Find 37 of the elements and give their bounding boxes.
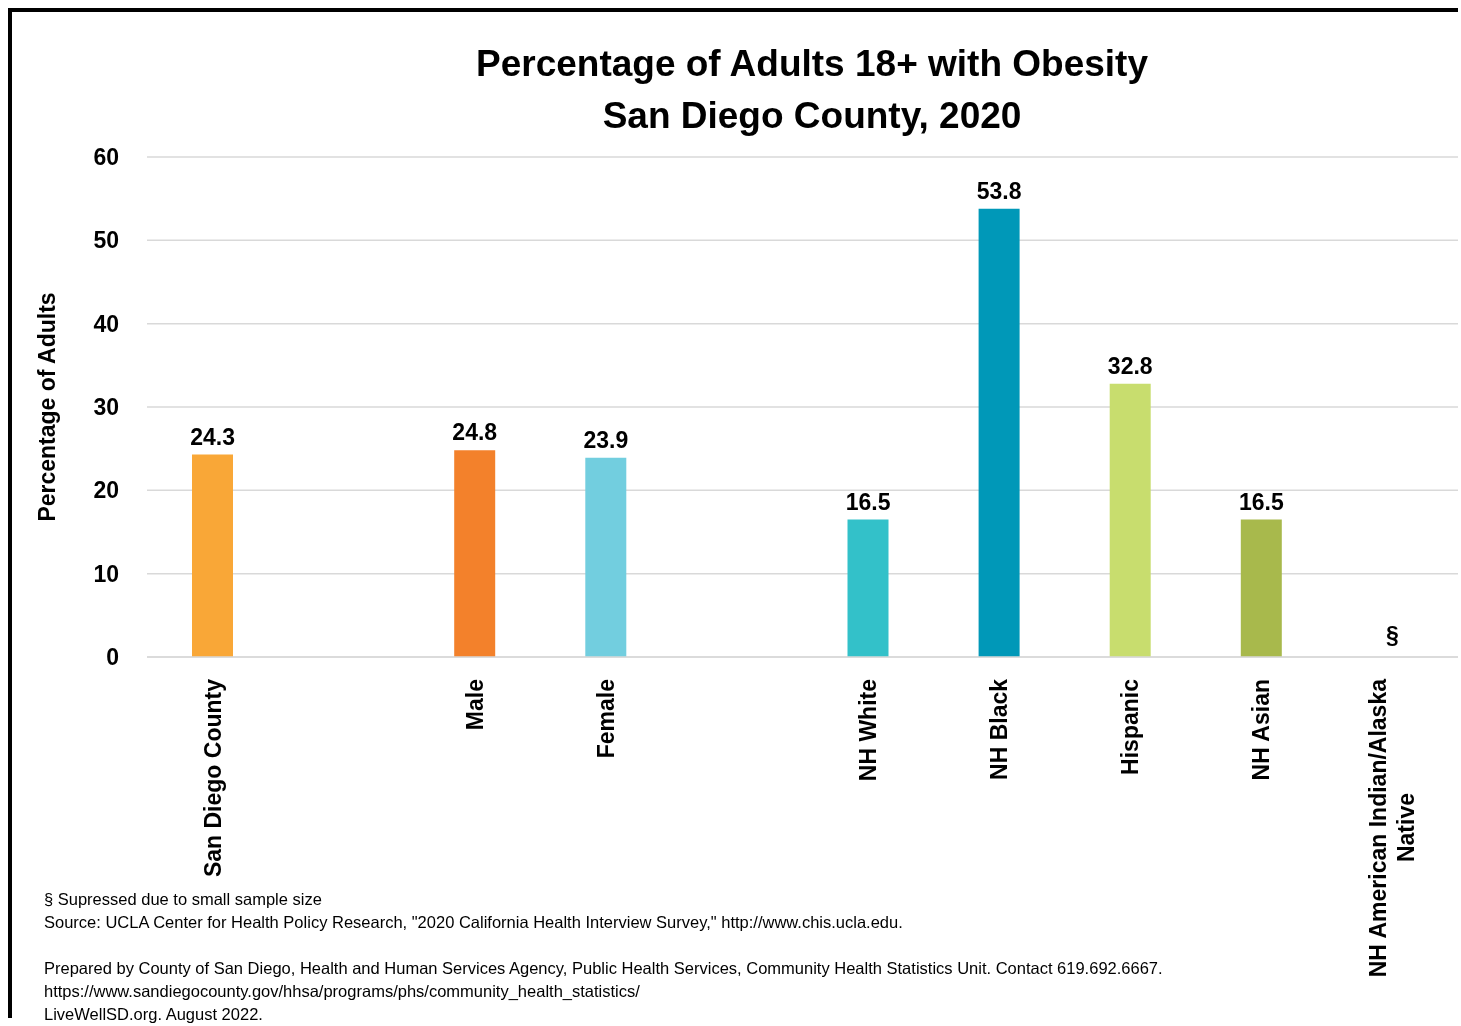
x-tick-label: NH Black (986, 678, 1013, 780)
data-label: 53.8 (976, 177, 1022, 204)
x-tick-label: NH Asian (1248, 679, 1275, 781)
y-tick-label: 30 (93, 394, 119, 421)
y-axis-title: Percentage of Adults (34, 292, 61, 522)
y-tick-label: 10 (93, 560, 119, 587)
x-tick-label: NH American Indian/Alaska Native (1365, 678, 1420, 978)
bar (454, 450, 496, 657)
y-tick-label: 50 (93, 227, 119, 254)
x-tick-label: Hispanic (1117, 678, 1144, 775)
bar (978, 208, 1020, 657)
bar (585, 457, 627, 657)
text: Prepared by County of San Diego, Health and Human Services Agency, Public Health Services, Community Health Statistics Unit. Contact 619.692.6667. (44, 958, 1163, 979)
x-tick-label: NH White (855, 679, 882, 782)
data-label: 24.8 (452, 419, 498, 446)
text: https://www.sandiegocounty.gov/hhsa/programs/phs/community_health_statistics/ (44, 981, 641, 1002)
data-label: 24.3 (190, 423, 235, 450)
text: § (1386, 622, 1399, 648)
data-label: 23.9 (583, 426, 629, 453)
x-tick-label: San Diego County (199, 678, 226, 878)
bar (847, 519, 889, 657)
text: § Supressed due to small sample size (44, 889, 323, 910)
bar (1109, 383, 1151, 657)
chart-title: Percentage of Adults 18+ with Obesity San Diego County, 2020 (475, 42, 1149, 138)
y-tick-label: 0 (106, 644, 119, 671)
x-tick-label: Male (461, 679, 488, 731)
x-tick-label: Female (592, 679, 619, 759)
y-tick-label: 20 (93, 477, 119, 504)
y-tick-label: 40 (93, 310, 119, 337)
text: LiveWellSD.org. August 2022. (44, 1004, 264, 1025)
y-tick-label: 60 (93, 144, 119, 171)
data-label: 16.5 (1238, 488, 1284, 515)
source-note: Source: UCLA Center for Health Policy Research, "2020 California Health Interview Survey," http://www.chis.ucla.edu. (44, 912, 904, 933)
data-label: 16.5 (845, 488, 891, 515)
bar (192, 454, 233, 657)
bar (1240, 519, 1282, 657)
data-label: 32.8 (1107, 352, 1153, 379)
